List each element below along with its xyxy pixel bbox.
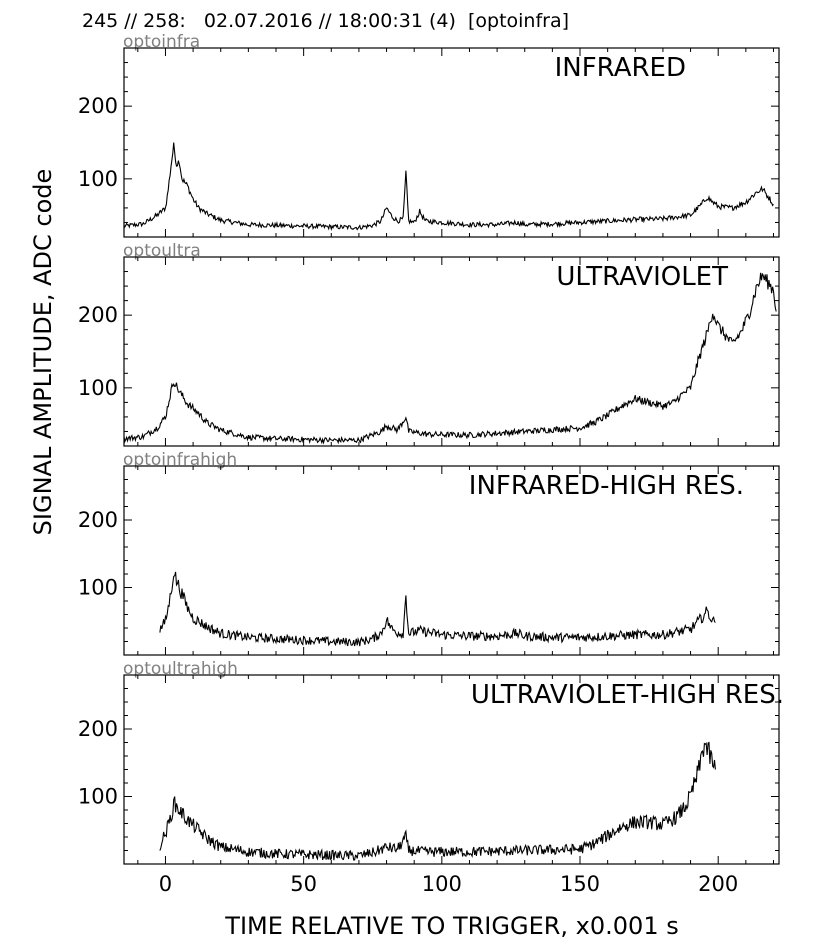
y-axis-label: SIGNAL AMPLITUDE, ADC code [29,169,57,536]
x-tick-label: 50 [290,872,317,896]
panel-title: INFRARED [555,53,686,83]
y-tick-label: 200 [78,94,118,118]
series-line [124,272,777,445]
series-line [159,571,716,647]
y-tick-label: 100 [78,167,118,191]
series-line [159,741,716,861]
channel-label: optoinfrahigh [123,450,237,470]
x-tick-label: 150 [560,872,600,896]
plot-frame [123,256,780,447]
y-tick-label: 200 [78,508,118,532]
y-tick-label: 100 [78,376,118,400]
y-tick-label: 100 [78,576,118,600]
channel-label: optoultra [123,241,201,261]
panel-title: INFRARED-HIGH RES. [469,471,744,501]
y-tick-label: 200 [78,303,118,327]
plot-frame [123,47,780,238]
series-line [124,142,774,232]
channel-label: optoinfra [123,32,200,52]
x-tick-label: 200 [698,872,738,896]
y-tick-label: 100 [78,785,118,809]
y-tick-label: 200 [78,717,118,741]
panel-title: ULTRAVIOLET-HIGH RES. [471,680,784,710]
x-tick-label: 0 [159,872,172,896]
x-tick-label: 100 [422,872,462,896]
x-axis-label: TIME RELATIVE TO TRIGGER, x0.001 s [224,912,678,940]
figure-header: 245 // 258: 02.07.2016 // 18:00:31 (4) [… [82,10,570,32]
panel-title: ULTRAVIOLET [556,262,728,292]
channel-label: optoultrahigh [123,659,238,679]
